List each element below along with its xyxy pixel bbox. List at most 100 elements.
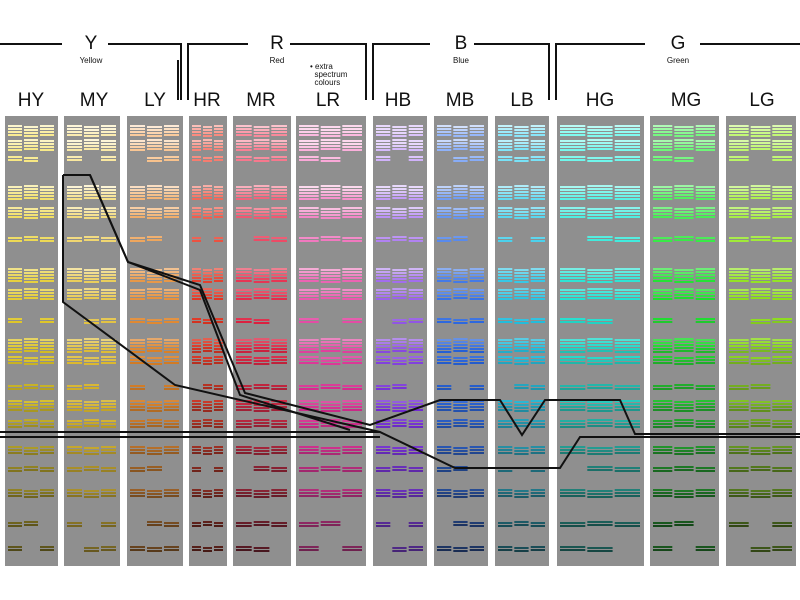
colour-dash (299, 268, 319, 270)
colour-dash (8, 495, 22, 497)
colour-dash (772, 345, 792, 347)
colour-dash (40, 210, 54, 212)
colour-dash (469, 213, 484, 215)
colour-dash (514, 214, 529, 216)
colour-dash (392, 419, 407, 421)
colour-dash (253, 197, 270, 199)
colour-dash (271, 156, 287, 158)
colour-dash (299, 406, 319, 408)
colour-dash (453, 524, 468, 526)
colour-dash (84, 496, 99, 498)
colour-dash (750, 496, 771, 498)
colour-dash (192, 210, 201, 212)
colour-dash (147, 132, 162, 134)
colour-dash (24, 145, 38, 147)
colour-dash (320, 294, 341, 296)
colour-dash (695, 134, 715, 136)
colour-dash (271, 189, 287, 191)
colour-dash (192, 146, 201, 148)
colour-dash (750, 407, 771, 409)
colour-dash (614, 522, 640, 524)
colour-dash (84, 145, 99, 147)
colour-dash (392, 197, 407, 199)
colour-dash (695, 131, 715, 133)
colour-dash (147, 185, 162, 187)
colour-dash (729, 406, 749, 408)
colour-dash (24, 272, 38, 274)
colour-dash (203, 160, 212, 162)
colour-dash (729, 125, 749, 127)
colour-dash (84, 466, 99, 468)
colour-dash (236, 359, 252, 361)
colour-dash (530, 452, 545, 454)
colour-dash (342, 131, 362, 133)
colour-dash (164, 143, 179, 145)
colour-dash (67, 489, 82, 491)
colour-dash (750, 550, 771, 552)
colour-dash (408, 237, 423, 239)
colour-dash (101, 237, 116, 239)
colour-dash (469, 385, 484, 387)
colour-dash (498, 213, 513, 215)
colour-dash (437, 362, 452, 364)
colour-dash (320, 278, 341, 280)
colour-dash (695, 321, 715, 323)
colour-dash (614, 495, 640, 497)
colour-dash (67, 467, 82, 469)
colour-dash (101, 268, 116, 270)
colour-dash (376, 237, 391, 239)
colour-dash (614, 446, 640, 448)
colour-dash (214, 321, 223, 323)
colour-dash (674, 357, 694, 359)
colour-dash (729, 292, 749, 294)
colour-dash (653, 134, 673, 136)
colour-dash (772, 213, 792, 215)
colour-dash (192, 140, 201, 142)
colour-dash (729, 351, 749, 353)
colour-dash (437, 351, 452, 353)
colour-dash (750, 422, 771, 424)
colour-dash (84, 129, 99, 131)
colour-dash (203, 288, 212, 290)
colour-dash (653, 452, 673, 454)
colour-dash (376, 198, 391, 200)
colour-dash (147, 208, 162, 210)
colour-dash (236, 125, 252, 127)
colour-dash (320, 384, 341, 386)
colour-dash (392, 129, 407, 131)
colour-dash (24, 410, 38, 412)
colour-dash (40, 400, 54, 402)
colour-dash (253, 278, 270, 280)
colour-dash (24, 148, 38, 150)
colour-dash (8, 210, 22, 212)
colour-dash (750, 322, 771, 324)
colour-dash (192, 125, 201, 127)
colour-dash (560, 128, 586, 130)
colour-dash (271, 140, 287, 142)
colour-dash (750, 291, 771, 293)
colour-dash (392, 185, 407, 187)
colour-dash (8, 189, 22, 191)
colour-dash (342, 268, 362, 270)
colour-dash (587, 139, 613, 141)
colour-dash (469, 149, 484, 151)
colour-dash (392, 401, 407, 403)
colour-dash (560, 131, 586, 133)
colour-dash (729, 207, 749, 209)
colour-dash (674, 197, 694, 199)
colour-dash (320, 185, 341, 187)
colour-dash (24, 401, 38, 403)
colour-dash (130, 198, 145, 200)
colour-dash (498, 339, 513, 341)
colour-dash (695, 546, 715, 548)
colour-dash (614, 237, 640, 239)
colour-dash (253, 132, 270, 134)
colour-dash (530, 125, 545, 127)
colour-dash (147, 148, 162, 150)
colour-dash (498, 549, 513, 551)
colour-dash (271, 159, 287, 161)
colour-dash (469, 289, 484, 291)
colour-dash (498, 195, 513, 197)
colour-dash (203, 404, 212, 406)
colour-dash (560, 159, 586, 161)
